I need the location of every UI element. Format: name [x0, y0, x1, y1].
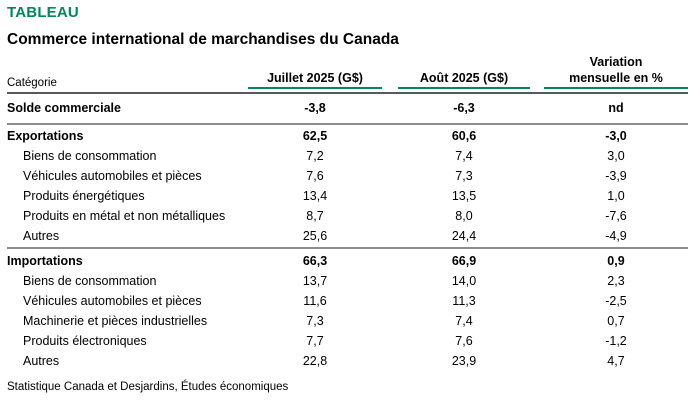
cell-variation: nd — [608, 101, 624, 115]
cell-juillet: 22,8 — [302, 353, 328, 368]
table-row: Produits énergétiques 13,4 13,5 1,0 — [7, 186, 688, 206]
table-header-row: Catégorie Juillet 2025 (G$) Août 2025 (G… — [7, 54, 688, 94]
table-row: Véhicules automobiles et pièces 11,6 11,… — [7, 291, 688, 311]
row-label: Véhicules automobiles et pièces — [23, 293, 202, 308]
cell-aout: 60,6 — [451, 128, 477, 143]
cell-juillet: 66,3 — [302, 253, 328, 268]
cell-variation: 1,0 — [607, 188, 625, 203]
cell-aout: 24,4 — [451, 228, 477, 243]
section-exportations: Exportations 62,5 60,6 -3,0 Biens de con… — [7, 125, 688, 249]
table-row: Autres 25,6 24,4 -4,9 — [7, 226, 688, 246]
row-label: Produits énergétiques — [23, 188, 145, 203]
cell-juillet: 7,6 — [306, 168, 324, 183]
row-label: Produits électroniques — [23, 333, 147, 348]
table-row: Produits en métal et non métalliques 8,7… — [7, 206, 688, 226]
table-row: Produits électroniques 7,7 7,6 -1,2 — [7, 331, 688, 351]
cell-variation: -7,6 — [605, 208, 627, 223]
cell-juillet: 25,6 — [302, 228, 328, 243]
cell-juillet: 62,5 — [302, 128, 328, 143]
cell-aout: 7,4 — [455, 313, 473, 328]
column-header-aout: Août 2025 (G$) — [398, 70, 530, 89]
cell-juillet: 7,7 — [306, 333, 324, 348]
column-header-variation: Variation mensuelle en % — [544, 54, 688, 89]
cell-juillet: 13,4 — [302, 188, 328, 203]
row-label: Machinerie et pièces industrielles — [23, 313, 208, 328]
table-row: Machinerie et pièces industrielles 7,3 7… — [7, 311, 688, 331]
column-header-variation-line2: mensuelle en % — [569, 71, 663, 85]
cell-juillet: 13,7 — [302, 273, 328, 288]
cell-variation: 4,7 — [607, 353, 625, 368]
cell-variation: -1,2 — [605, 333, 627, 348]
category-column-label: Catégorie — [7, 77, 57, 89]
table-row: Biens de consommation 7,2 7,4 3,0 — [7, 146, 688, 166]
table-row: Exportations 62,5 60,6 -3,0 — [7, 126, 688, 146]
table-row: Véhicules automobiles et pièces 7,6 7,3 … — [7, 166, 688, 186]
cell-variation: 3,0 — [607, 148, 625, 163]
section-importations: Importations 66,3 66,9 0,9 Biens de cons… — [7, 249, 688, 371]
kicker-label: TABLEAU — [7, 4, 79, 21]
row-label: Biens de consommation — [23, 148, 157, 163]
row-label: Solde commerciale — [7, 101, 121, 115]
table-row: Importations 66,3 66,9 0,9 — [7, 251, 688, 271]
cell-aout: 7,4 — [455, 148, 473, 163]
cell-aout: 8,0 — [455, 208, 473, 223]
row-label: Exportations — [7, 128, 84, 143]
source-note: Statistique Canada et Desjardins, Études… — [7, 381, 289, 393]
cell-aout: 66,9 — [451, 253, 477, 268]
cell-juillet: 11,6 — [303, 293, 327, 308]
cell-variation: -2,5 — [605, 293, 627, 308]
cell-aout: 14,0 — [451, 273, 477, 288]
row-label: Biens de consommation — [23, 273, 157, 288]
column-header-variation-line1: Variation — [589, 55, 643, 69]
row-label: Autres — [23, 228, 60, 243]
cell-juillet: 7,2 — [306, 148, 324, 163]
cell-variation: -4,9 — [605, 228, 627, 243]
cell-juillet: 7,3 — [306, 313, 324, 328]
cell-aout: 23,9 — [451, 353, 477, 368]
cell-variation: -3,9 — [605, 168, 627, 183]
table-row: Solde commerciale -3,8 -6,3 nd — [7, 94, 688, 123]
row-label: Importations — [7, 253, 83, 268]
cell-juillet: -3,8 — [304, 101, 326, 115]
cell-variation: 0,7 — [607, 313, 625, 328]
page-title: Commerce international de marchandises d… — [7, 31, 399, 48]
row-label: Autres — [23, 353, 60, 368]
table-row: Autres 22,8 23,9 4,7 — [7, 351, 688, 371]
cell-aout: 13,5 — [451, 188, 477, 203]
cell-variation: 0,9 — [607, 253, 625, 268]
cell-aout: -6,3 — [453, 101, 475, 115]
column-header-juillet: Juillet 2025 (G$) — [248, 70, 382, 89]
cell-juillet: 8,7 — [306, 208, 324, 223]
cell-aout: 11,3 — [452, 293, 476, 308]
row-label: Produits en métal et non métalliques — [23, 208, 226, 223]
cell-aout: 7,3 — [455, 168, 473, 183]
cell-variation: 2,3 — [607, 273, 625, 288]
cell-variation: -3,0 — [605, 128, 627, 143]
cell-aout: 7,6 — [455, 333, 473, 348]
table-row: Biens de consommation 13,7 14,0 2,3 — [7, 271, 688, 291]
row-label: Véhicules automobiles et pièces — [23, 168, 202, 183]
section-solde: Solde commerciale -3,8 -6,3 nd — [7, 94, 688, 125]
